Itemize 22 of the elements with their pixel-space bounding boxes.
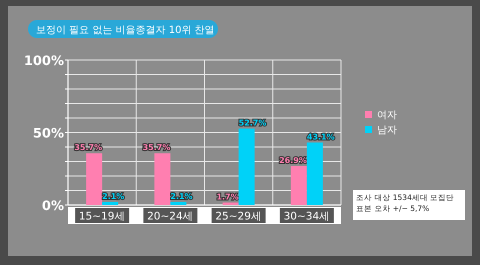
legend-label: 여자 [377, 110, 397, 121]
data-label: 43.1% [306, 132, 335, 142]
chart-title: 보정이 필요 없는 비율종결자 10위 찬열 [36, 25, 215, 36]
y-tick-label: 0% [42, 199, 64, 214]
bar [238, 128, 255, 205]
data-label: 1.7% [216, 192, 239, 202]
x-tick-label: 20~24세 [147, 210, 194, 222]
x-tick-label: 30~34세 [284, 210, 330, 222]
bar [86, 153, 102, 205]
data-label: 2.1% [170, 192, 193, 201]
y-tick-label: 100% [24, 54, 64, 69]
bar [170, 202, 186, 205]
bar [154, 153, 170, 205]
y-tick-label: 50% [32, 126, 64, 142]
legend-label: 남자 [377, 125, 397, 136]
bar [306, 142, 323, 205]
data-label: 2.1% [102, 192, 124, 201]
data-label: 52.7% [238, 118, 266, 128]
bar [102, 202, 118, 205]
x-tick-label: 15~19세 [78, 210, 126, 222]
x-tick-label: 25~29세 [215, 210, 262, 222]
bar [290, 166, 307, 205]
